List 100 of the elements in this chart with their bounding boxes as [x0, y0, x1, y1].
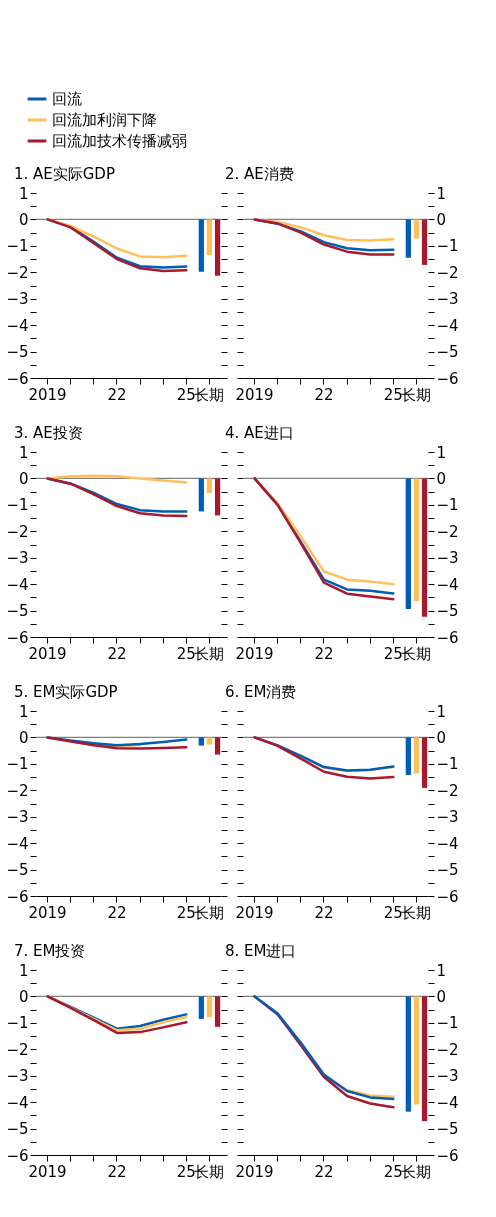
y-tick-label: −5	[6, 602, 29, 621]
chart-title: 8. EM进口	[224, 942, 297, 960]
y2-tick-label: 0	[436, 469, 447, 488]
x-tick-label: 2019	[28, 1162, 67, 1181]
y2-tick-label: −6	[436, 369, 459, 388]
x-tick-label: 2019	[235, 1162, 274, 1181]
x-tick-label: 25	[176, 1162, 196, 1181]
y-tick-label: −3	[6, 549, 29, 568]
x-tick-label: 长期	[401, 903, 432, 922]
y2-tick-label: −5	[436, 602, 459, 621]
y-tick-label: −5	[6, 343, 29, 362]
y2-tick-label: −5	[436, 1120, 459, 1139]
y-tick-label: −3	[6, 808, 29, 827]
y2-tick-label: −2	[436, 522, 459, 541]
x-tick-label: 22	[107, 644, 127, 663]
y-tick-label: −6	[6, 628, 29, 647]
y-tick-label: 0	[18, 987, 29, 1006]
y2-tick-label: 1	[436, 184, 447, 203]
x-tick-label: 25	[176, 903, 196, 922]
y2-tick-label: −1	[436, 496, 459, 515]
x-tick-label: 22	[314, 903, 334, 922]
chart-title: 1. AE实际GDP	[13, 165, 115, 183]
y2-tick-label: 0	[436, 987, 447, 1006]
y-tick-label: −1	[6, 1014, 29, 1033]
y-tick-label: 1	[18, 184, 29, 203]
y-tick-label: 1	[18, 961, 29, 980]
y2-tick-label: −4	[436, 316, 459, 335]
y-tick-label: 1	[18, 702, 29, 721]
y-tick-label: −5	[6, 1120, 29, 1139]
x-tick-label: 2019	[235, 903, 274, 922]
x-tick-label: 25	[383, 1162, 403, 1181]
chart-title: 3. AE投资	[13, 424, 83, 442]
x-tick-label: 长期	[194, 385, 225, 404]
y-tick-label: 0	[18, 728, 29, 747]
y-tick-label: −2	[6, 781, 29, 800]
y2-tick-label: −1	[436, 755, 459, 774]
x-tick-label: 长期	[401, 1162, 432, 1181]
y-tick-label: −3	[6, 290, 29, 309]
y-tick-label: 0	[18, 210, 29, 229]
y2-tick-label: 0	[436, 728, 447, 747]
y-tick-label: −5	[6, 861, 29, 880]
x-tick-label: 25	[383, 903, 403, 922]
x-tick-label: 2019	[28, 644, 67, 663]
x-tick-label: 25	[383, 644, 403, 663]
x-tick-label: 22	[107, 385, 127, 404]
y-tick-label: −6	[6, 369, 29, 388]
x-tick-label: 2019	[235, 644, 274, 663]
y2-tick-label: −4	[436, 834, 459, 853]
x-tick-label: 2019	[235, 385, 274, 404]
chart-title: 7. EM投资	[13, 942, 86, 960]
x-tick-label: 2019	[28, 903, 67, 922]
legend-label: 回流加利润下降	[52, 111, 157, 129]
legend-label: 回流	[52, 90, 82, 108]
x-tick-label: 长期	[194, 903, 225, 922]
x-tick-label: 长期	[401, 644, 432, 663]
x-tick-label: 22	[314, 385, 334, 404]
y-tick-label: −2	[6, 1040, 29, 1059]
y2-tick-label: −2	[436, 263, 459, 282]
y2-tick-label: 1	[436, 702, 447, 721]
y-tick-label: −4	[6, 316, 29, 335]
y2-tick-label: −4	[436, 1093, 459, 1112]
y-tick-label: −6	[6, 887, 29, 906]
y2-tick-label: −2	[436, 781, 459, 800]
y2-tick-label: −3	[436, 808, 459, 827]
y2-tick-label: −6	[436, 887, 459, 906]
x-tick-label: 22	[314, 644, 334, 663]
y-tick-label: −6	[6, 1146, 29, 1165]
y2-tick-label: −2	[436, 1040, 459, 1059]
y2-tick-label: 1	[436, 443, 447, 462]
x-tick-label: 22	[107, 1162, 127, 1181]
y2-tick-label: −1	[436, 237, 459, 256]
y-tick-label: −1	[6, 755, 29, 774]
y-tick-label: −1	[6, 237, 29, 256]
y2-tick-label: −5	[436, 861, 459, 880]
y2-tick-label: −4	[436, 575, 459, 594]
y2-tick-label: −1	[436, 1014, 459, 1033]
x-tick-label: 25	[383, 385, 403, 404]
y-tick-label: 0	[18, 469, 29, 488]
chart-title: 2. AE消费	[224, 165, 294, 183]
y2-tick-label: −3	[436, 1067, 459, 1086]
y-tick-label: −3	[6, 1067, 29, 1086]
chart-title: 6. EM消费	[224, 683, 297, 701]
y-tick-label: −4	[6, 1093, 29, 1112]
x-tick-label: 长期	[194, 644, 225, 663]
y2-tick-label: −3	[436, 549, 459, 568]
y-tick-label: −4	[6, 575, 29, 594]
y-tick-label: −2	[6, 522, 29, 541]
chart-title: 4. AE进口	[224, 424, 294, 442]
x-tick-label: 22	[314, 1162, 334, 1181]
y2-tick-label: 1	[436, 961, 447, 980]
x-tick-label: 长期	[401, 385, 432, 404]
y-tick-label: −4	[6, 834, 29, 853]
x-tick-label: 22	[107, 903, 127, 922]
y2-tick-label: −6	[436, 1146, 459, 1165]
y-tick-label: −2	[6, 263, 29, 282]
y2-tick-label: −5	[436, 343, 459, 362]
chart-title: 5. EM实际GDP	[13, 683, 118, 701]
y2-tick-label: −3	[436, 290, 459, 309]
y2-tick-label: −6	[436, 628, 459, 647]
legend-label: 回流加技术传播减弱	[52, 132, 187, 150]
